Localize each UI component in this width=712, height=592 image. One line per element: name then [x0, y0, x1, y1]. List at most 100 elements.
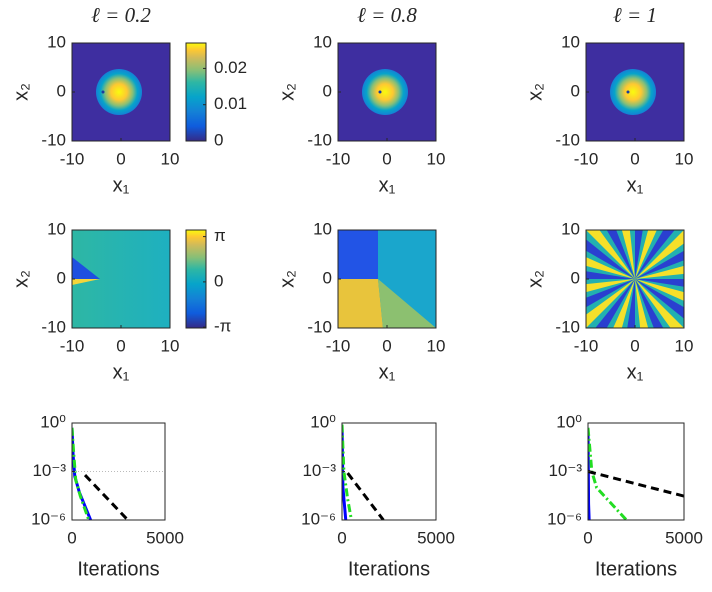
y-tick-label: -10	[41, 130, 66, 149]
x-tick-label: 0	[67, 528, 76, 547]
y-tick-label: 10⁻⁶	[547, 509, 582, 528]
axes-box	[585, 229, 685, 329]
y-tick-label: -10	[307, 317, 332, 336]
y-tick-label: 0	[571, 81, 580, 100]
series-line	[342, 424, 348, 520]
y-label: x₂	[276, 270, 298, 288]
x-label: x₁	[379, 174, 396, 196]
x-tick-label: 10	[427, 149, 446, 168]
x-label: x₁	[627, 361, 644, 383]
y-label: x₂	[276, 83, 298, 101]
y-tick-label: 0	[57, 268, 66, 287]
x-label: x₁	[379, 361, 396, 383]
y-tick-label: 10⁻⁶	[31, 509, 66, 528]
x-tick-label: 10	[427, 336, 446, 355]
x-label: Iterations	[348, 558, 430, 580]
colorbar-tick-label: 0	[214, 130, 223, 149]
image-wedge	[635, 279, 684, 287]
x-label: x₁	[627, 174, 644, 196]
image-blob	[96, 69, 142, 115]
x-tick-label: 0	[630, 149, 639, 168]
image-wedge	[635, 230, 675, 279]
x-tick-label: -10	[574, 336, 599, 355]
x-tick-label: -10	[60, 336, 85, 355]
plot-area	[72, 230, 170, 328]
image-wedge	[635, 250, 684, 279]
series-line	[72, 427, 92, 520]
axes-box	[585, 42, 685, 142]
image-wedge	[338, 230, 378, 279]
plot-area	[342, 424, 385, 520]
image-wedge	[635, 279, 684, 301]
x-tick-label: 10	[161, 336, 180, 355]
axes-box	[71, 42, 171, 142]
series-line	[346, 472, 385, 520]
image-wedge	[586, 279, 635, 308]
image-wedge	[635, 279, 649, 328]
axes-box	[337, 42, 437, 142]
image-blob	[362, 69, 408, 115]
x-tick-label: -10	[326, 336, 351, 355]
x-tick-label: 10	[675, 149, 694, 168]
image-wedge	[586, 257, 635, 279]
axes-box	[337, 229, 437, 329]
series-line	[588, 470, 684, 498]
image-wedge	[338, 279, 383, 328]
plot-area	[588, 427, 684, 520]
image-core	[626, 90, 630, 94]
x-tick-label: -10	[60, 149, 85, 168]
x-tick-label: 0	[337, 528, 346, 547]
plot-area	[586, 43, 684, 141]
x-tick-label: 10	[161, 149, 180, 168]
x-tick-label: 0	[382, 336, 391, 355]
x-tick-label: 0	[630, 336, 639, 355]
image-blob	[610, 69, 656, 115]
series-line	[342, 424, 353, 520]
y-tick-label: 10	[561, 219, 580, 238]
y-tick-label: 10⁻³	[302, 461, 336, 480]
colorbar	[185, 229, 207, 329]
image-wedge	[606, 230, 635, 279]
image-wedge	[627, 279, 635, 328]
y-tick-label: 0	[57, 81, 66, 100]
colorbar-tick-label: π	[214, 226, 226, 245]
image-wedge	[635, 279, 684, 328]
y-tick-label: 10⁻³	[548, 461, 582, 480]
image-wedge	[72, 279, 100, 285]
y-tick-label: 10	[561, 32, 580, 51]
plot-area	[338, 43, 436, 141]
colorbar-tick-label: 0	[214, 271, 223, 290]
image-wedge	[635, 230, 684, 279]
y-tick-label: 10⁻⁶	[301, 509, 336, 528]
colorbar-tick-label: 0.02	[214, 58, 247, 77]
plot-area	[338, 230, 436, 328]
y-tick-label: 10	[47, 32, 66, 51]
image-core	[101, 90, 105, 94]
x-tick-label: 5000	[146, 528, 184, 547]
panel-title: ℓ = 0.8	[357, 3, 417, 27]
y-tick-label: -10	[307, 130, 332, 149]
y-label: x₂	[10, 83, 32, 101]
image-wedge	[586, 230, 635, 279]
image-wedge	[635, 230, 643, 279]
colorbar	[185, 42, 207, 142]
y-tick-label: 10	[313, 32, 332, 51]
image-wedge	[621, 230, 635, 279]
x-tick-label: 0	[116, 336, 125, 355]
x-tick-label: 5000	[665, 528, 703, 547]
y-tick-label: 10⁰	[40, 412, 66, 431]
plot-area	[72, 427, 129, 520]
x-tick-label: 10	[675, 336, 694, 355]
image-wedge	[586, 271, 635, 279]
image-wedge	[613, 279, 635, 328]
x-tick-label: 0	[583, 528, 592, 547]
series-line	[588, 427, 628, 520]
y-tick-label: 0	[323, 268, 332, 287]
series-line	[83, 474, 129, 520]
x-label: x₁	[113, 361, 130, 383]
image-core	[378, 90, 382, 94]
x-label: x₁	[113, 174, 130, 196]
y-tick-label: 10	[47, 219, 66, 238]
y-tick-label: -10	[555, 317, 580, 336]
